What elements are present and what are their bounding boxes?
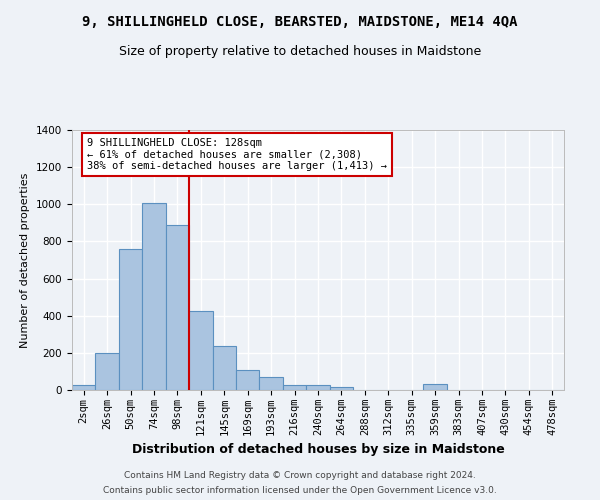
X-axis label: Distribution of detached houses by size in Maidstone: Distribution of detached houses by size …: [131, 444, 505, 456]
Bar: [236, 370, 259, 390]
Text: Contains HM Land Registry data © Crown copyright and database right 2024.: Contains HM Land Registry data © Crown c…: [124, 471, 476, 480]
Bar: [95, 353, 119, 390]
Bar: [283, 385, 306, 390]
Bar: [259, 377, 283, 390]
Bar: [142, 204, 166, 390]
Bar: [212, 346, 236, 390]
Bar: [306, 385, 330, 390]
Text: 9, SHILLINGHELD CLOSE, BEARSTED, MAIDSTONE, ME14 4QA: 9, SHILLINGHELD CLOSE, BEARSTED, MAIDSTO…: [82, 15, 518, 29]
Y-axis label: Number of detached properties: Number of detached properties: [20, 172, 31, 348]
Text: Size of property relative to detached houses in Maidstone: Size of property relative to detached ho…: [119, 45, 481, 58]
Text: 9 SHILLINGHELD CLOSE: 128sqm
← 61% of detached houses are smaller (2,308)
38% of: 9 SHILLINGHELD CLOSE: 128sqm ← 61% of de…: [87, 138, 387, 171]
Bar: [166, 224, 189, 390]
Text: Contains public sector information licensed under the Open Government Licence v3: Contains public sector information licen…: [103, 486, 497, 495]
Bar: [72, 386, 95, 390]
Bar: [189, 311, 212, 390]
Bar: [330, 386, 353, 390]
Bar: [424, 384, 447, 390]
Bar: [119, 249, 142, 390]
